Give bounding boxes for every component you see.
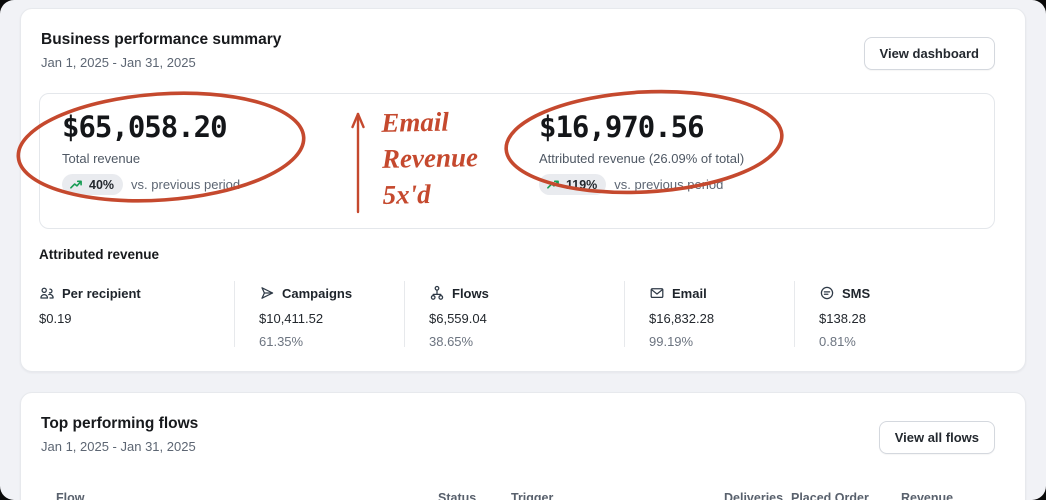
total-revenue-metric: $65,058.20 Total revenue 40% vs. previou…: [62, 110, 240, 195]
column-header-deliveries[interactable]: Deliveries: [724, 491, 784, 500]
stat-value: $0.19: [39, 311, 72, 326]
stat-campaigns: Campaigns $10,411.52 61.35%: [259, 285, 353, 350]
people-icon: [40, 287, 54, 299]
trend-badge: 119%: [539, 174, 607, 195]
divider: [794, 281, 795, 347]
divider: [234, 281, 235, 347]
column-header-placed-order[interactable]: Placed Order: [791, 491, 869, 500]
date-range: Jan 1, 2025 - Jan 31, 2025: [41, 55, 196, 70]
flow-icon: [430, 285, 444, 300]
stat-percent: 99.19%: [649, 334, 694, 349]
stat-email: Email $16,832.28 99.19%: [649, 285, 715, 350]
flows-date-range: Jan 1, 2025 - Jan 31, 2025: [41, 439, 196, 454]
attributed-revenue-metric: $16,970.56 Attributed revenue (26.09% of…: [539, 110, 744, 195]
total-revenue-trend: 40% vs. previous period: [62, 174, 240, 195]
revenue-metrics-panel: $65,058.20 Total revenue 40% vs. previou…: [39, 93, 995, 229]
stat-value: $16,832.28: [649, 311, 715, 326]
trend-up-icon: [70, 180, 82, 189]
stat-per-recipient: Per recipient $0.19: [39, 285, 141, 334]
sms-icon: [820, 286, 834, 300]
business-performance-card: Business performance summary Jan 1, 2025…: [20, 8, 1026, 372]
stat-label: Per recipient: [62, 285, 141, 301]
stat-value: $10,411.52: [259, 311, 324, 326]
total-revenue-label: Total revenue: [62, 151, 141, 166]
flows-title: Top performing flows: [41, 415, 199, 432]
column-header-trigger[interactable]: Trigger: [511, 491, 554, 500]
trend-up-icon: [547, 180, 559, 189]
attributed-revenue-trend: 119% vs. previous period: [539, 174, 744, 195]
stat-flows: Flows $6,559.04 38.65%: [429, 285, 489, 350]
top-performing-flows-card: Top performing flows Jan 1, 2025 - Jan 3…: [20, 392, 1026, 500]
trend-caption: vs. previous period: [131, 177, 241, 192]
stat-label: Email: [672, 285, 707, 301]
trend-caption: vs. previous period: [614, 177, 724, 192]
attributed-revenue-section-title: Attributed revenue: [39, 247, 160, 262]
column-header-flow[interactable]: Flow: [56, 491, 85, 500]
view-all-flows-button[interactable]: View all flows: [878, 421, 995, 454]
stat-percent: 0.81%: [819, 334, 856, 349]
stat-percent: 61.35%: [259, 334, 304, 349]
trend-percent: 119%: [566, 177, 598, 192]
column-header-status[interactable]: Status: [438, 491, 477, 500]
trend-badge: 40%: [62, 174, 124, 195]
divider: [404, 281, 405, 347]
stat-value: $6,559.04: [429, 311, 487, 326]
send-icon: [261, 287, 274, 299]
view-dashboard-button[interactable]: View dashboard: [863, 37, 995, 70]
stat-label: Campaigns: [282, 285, 353, 301]
total-revenue-value: $65,058.20: [62, 110, 228, 144]
email-icon: [650, 288, 664, 299]
attributed-revenue-value: $16,970.56: [539, 110, 705, 144]
stat-percent: 38.65%: [429, 334, 474, 349]
divider: [624, 281, 625, 347]
page-title: Business performance summary: [41, 31, 282, 48]
stat-value: $138.28: [819, 311, 866, 326]
stat-label: SMS: [842, 285, 871, 301]
stat-sms: SMS $138.28 0.81%: [819, 285, 871, 350]
stat-label: Flows: [452, 285, 489, 301]
attributed-revenue-label: Attributed revenue (26.09% of total): [539, 151, 745, 166]
column-header-revenue[interactable]: Revenue: [901, 491, 954, 500]
trend-percent: 40%: [89, 177, 115, 192]
